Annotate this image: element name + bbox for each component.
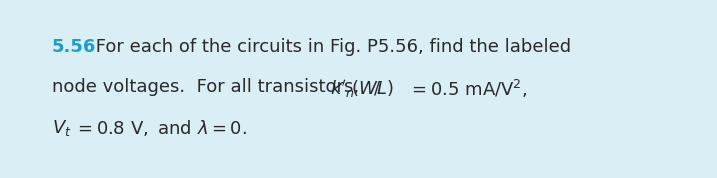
- Text: $k'_n\!(W\!/\!L)$: $k'_n\!(W\!/\!L)$: [330, 78, 394, 100]
- Text: node voltages.  For all transistors,: node voltages. For all transistors,: [52, 78, 359, 96]
- Text: $=0.8\ \mathrm{V},\ \mathrm{and}\ \lambda=0.$: $=0.8\ \mathrm{V},\ \mathrm{and}\ \lambd…: [74, 118, 247, 138]
- Text: $=0.5\ \mathrm{mA/V}^{2},$: $=0.5\ \mathrm{mA/V}^{2},$: [408, 78, 528, 100]
- Text: For each of the circuits in Fig. P5.56, find the labeled: For each of the circuits in Fig. P5.56, …: [90, 38, 571, 56]
- Text: 5.56: 5.56: [52, 38, 96, 56]
- Text: $V_t$: $V_t$: [52, 118, 72, 138]
